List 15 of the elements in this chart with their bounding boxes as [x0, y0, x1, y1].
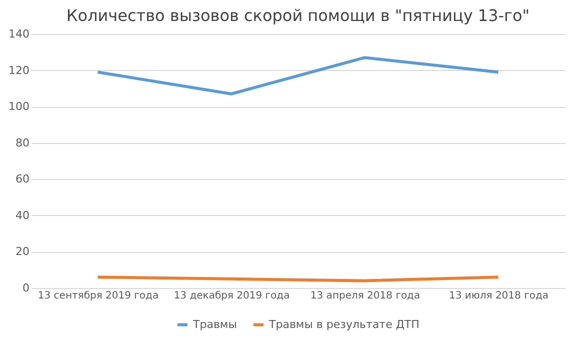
x-tick-label: 13 декабря 2019 года — [174, 290, 290, 302]
y-tick-label: 0 — [22, 282, 30, 294]
y-tick-label: 60 — [16, 172, 30, 186]
legend-label: Травмы в результате ДТП — [268, 318, 420, 331]
x-tick-label: 13 июля 2018 года — [449, 290, 548, 302]
y-tick-label: 40 — [16, 208, 30, 222]
y-tick-label: 20 — [16, 245, 30, 258]
chart-title: Количество вызовов скорой помощи в "пятницу 13-го" — [66, 6, 530, 25]
y-tick-label: 80 — [16, 136, 30, 150]
y-tick-label: 100 — [8, 100, 30, 114]
x-tick-label: 13 сентября 2019 года — [38, 290, 159, 302]
x-tick-label: 13 апреля 2018 года — [310, 290, 420, 302]
y-tick-label: 140 — [8, 28, 30, 40]
legend-label: Травмы — [192, 318, 237, 331]
y-tick-label: 120 — [8, 64, 30, 77]
